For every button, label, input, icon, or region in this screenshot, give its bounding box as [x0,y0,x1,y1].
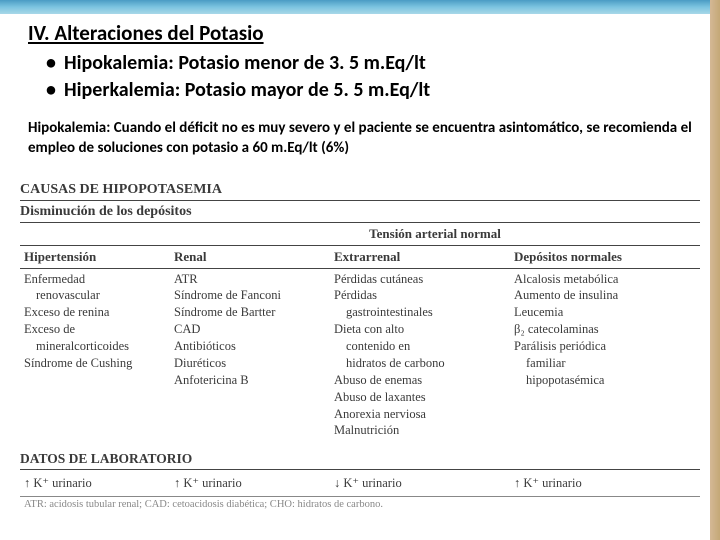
header-hipertension: Hipertensión [20,246,170,268]
cell: Síndrome de Bartter [174,304,326,321]
col-extrarrenal: Pérdidas cutáneas Pérdidas gastrointesti… [330,269,510,442]
cell: Malnutrición [334,422,506,439]
cell: Síndrome de Cushing [24,355,166,372]
cell: Anorexia nerviosa [334,406,506,423]
cell: Abuso de enemas [334,372,506,389]
lab-cell: ↑ K⁺ urinario [510,473,700,493]
causes-table: CAUSAS DE HIPOPOTASEMIA Disminución de l… [0,179,720,513]
bullet-list: Hipokalemia: Potasio menor de 3. 5 m.Eq/… [28,50,692,104]
header-depositos: Depósitos normales [510,246,700,268]
table-caption-causas: CAUSAS DE HIPOPOTASEMIA [20,179,700,201]
lab-cell: ↑ K⁺ urinario [170,473,330,493]
cell: Diuréticos [174,355,326,372]
paragraph-hipokalemia: Hipokalemia: Cuando el déficit no es muy… [28,118,692,159]
cell: Abuso de laxantes [334,389,506,406]
cell: Antibióticos [174,338,326,355]
col-hipertension: Enfermedad renovascular Exceso de renina… [20,269,170,442]
lab-row: ↑ K⁺ urinario ↑ K⁺ urinario ↓ K⁺ urinari… [20,470,700,497]
data-columns: Enfermedad renovascular Exceso de renina… [20,269,700,442]
header-extrarrenal: Extrarrenal [330,246,510,268]
cell: CAD [174,321,326,338]
cell: Pérdidas [334,287,506,304]
cell: β₂ catecolaminas [514,321,696,338]
cell: mineralcorticoides [24,338,166,355]
bullet-hipokalemia: Hipokalemia: Potasio menor de 3. 5 m.Eq/… [64,50,692,77]
cell: Alcalosis metabólica [514,271,696,288]
header-renal: Renal [170,246,330,268]
cell: Exceso de [24,321,166,338]
slide-title: IV. Alteraciones del Potasio [28,20,692,46]
cell: ATR [174,271,326,288]
cell: Exceso de renina [24,304,166,321]
cell: Parálisis periódica [514,338,696,355]
cell: Dieta con alto [334,321,506,338]
slide-content: IV. Alteraciones del Potasio Hipokalemia… [0,0,720,179]
bullet-hiperkalemia: Hiperkalemia: Potasio mayor de 5. 5 m.Eq… [64,77,692,104]
cell: Pérdidas cutáneas [334,271,506,288]
cell: hipopotasémica [514,372,696,389]
tension-normal-header: Tensión arterial normal [170,223,700,246]
cell: contenido en [334,338,506,355]
lab-header: DATOS DE LABORATORIO [20,445,700,470]
cell: renovascular [24,287,166,304]
cell: Enfermedad [24,271,166,288]
cell: hidratos de carbono [334,355,506,372]
lab-cell: ↓ K⁺ urinario [330,473,510,493]
cell: Síndrome de Fanconi [174,287,326,304]
right-banner [710,0,720,540]
table-caption-disminucion: Disminución de los depósitos [20,201,700,223]
column-headers: Hipertensión Renal Extrarrenal Depósitos… [20,246,700,269]
lab-cell: ↑ K⁺ urinario [20,473,170,493]
tension-row: Tensión arterial normal [20,223,700,246]
cell: familiar [514,355,696,372]
abbreviations: ATR: acidosis tubular renal; CAD: cetoac… [20,497,700,512]
cell: Anfotericina B [174,372,326,389]
cell: gastrointestinales [334,304,506,321]
col-depositos: Alcalosis metabólica Aumento de insulina… [510,269,700,442]
cell: Aumento de insulina [514,287,696,304]
cell: Leucemia [514,304,696,321]
top-banner [0,0,720,14]
col-renal: ATR Síndrome de Fanconi Síndrome de Bart… [170,269,330,442]
